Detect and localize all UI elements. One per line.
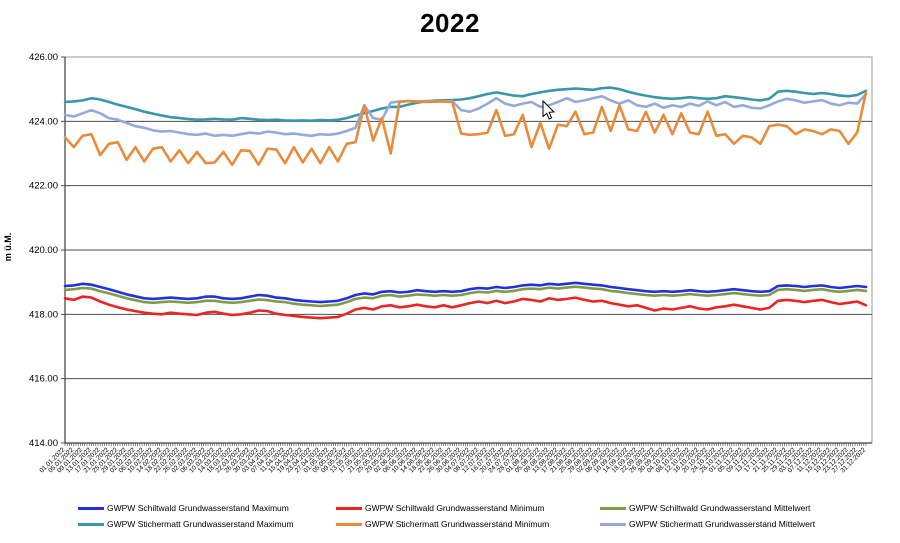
- series-line-1: [63, 281, 868, 304]
- y-tick-label: 420.00: [29, 245, 58, 256]
- y-tick-label: 418.00: [29, 309, 58, 320]
- series-line-5: [63, 91, 868, 167]
- y-tick-label: 414.00: [29, 438, 58, 449]
- series-line-4: [63, 86, 868, 122]
- y-tick-label: 424.00: [29, 116, 58, 127]
- series-line-6: [63, 92, 868, 138]
- chart-title: 2022: [420, 8, 480, 38]
- y-tick-label: 422.00: [29, 181, 58, 192]
- y-tick-label: 426.00: [29, 52, 58, 63]
- mouse-cursor: [542, 99, 556, 120]
- series-line-2: [63, 295, 868, 320]
- y-tick-label: 416.00: [29, 374, 58, 385]
- series-line-3: [63, 285, 868, 308]
